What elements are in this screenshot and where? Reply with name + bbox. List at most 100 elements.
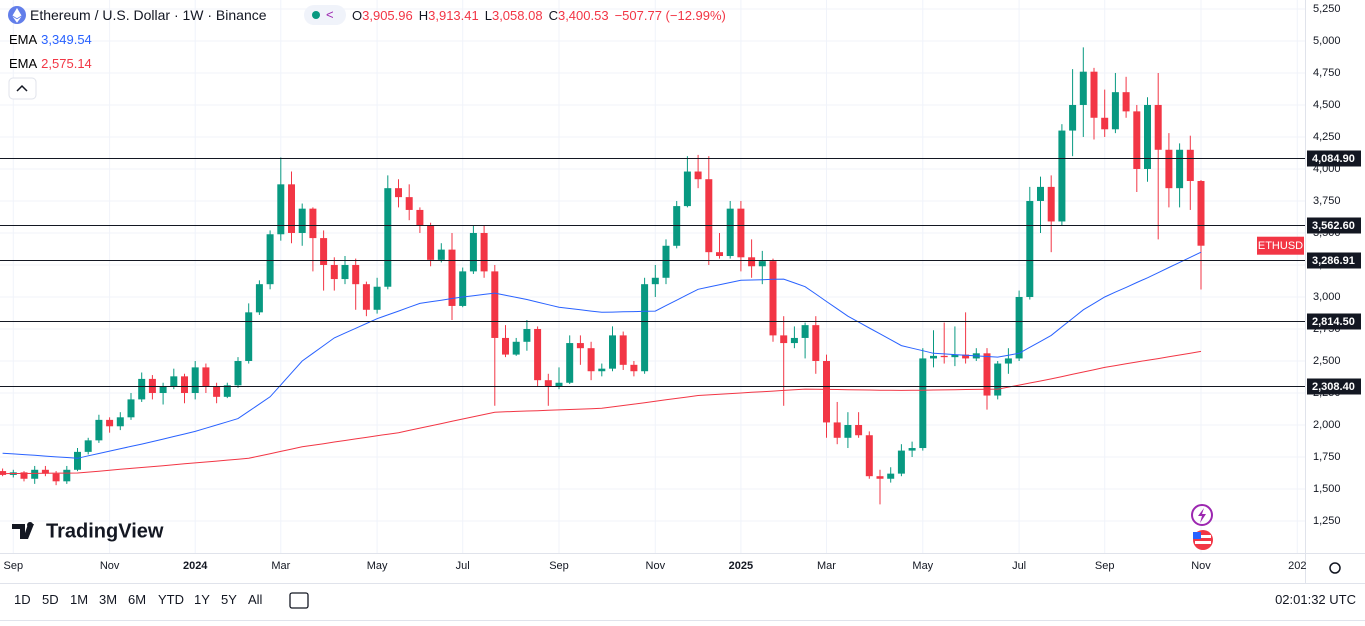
candle-body	[566, 343, 574, 383]
candle-body	[84, 440, 92, 452]
candle-body	[1133, 111, 1141, 169]
level-label-box	[1307, 150, 1361, 167]
candle-body	[266, 234, 274, 285]
candle-body	[651, 277, 659, 285]
x-tick-label: Mar	[271, 560, 290, 572]
candle-body	[469, 232, 477, 272]
candle-body	[95, 419, 103, 441]
collapse-chevron	[16, 84, 28, 92]
range-button[interactable]: YTD	[158, 592, 184, 607]
level-label: 4,084.90	[1312, 153, 1355, 165]
logo-text: TradingView	[46, 520, 164, 542]
x-tick-label: May	[367, 560, 388, 572]
flag-stripe	[1195, 541, 1211, 544]
candle-body	[255, 284, 263, 313]
ohlc-key: O	[352, 8, 363, 23]
candle-body	[1037, 186, 1044, 201]
candle-body	[587, 348, 595, 372]
range-button[interactable]: 1D	[14, 592, 31, 607]
candle-body	[683, 171, 691, 207]
logo: TradingView	[12, 520, 164, 542]
candle-body	[448, 249, 456, 306]
status-pill[interactable]	[304, 5, 346, 25]
x-tick-label: 2025	[729, 560, 753, 572]
y-tick-label: 3,750	[1313, 195, 1341, 207]
level-label: 2,814.50	[1312, 316, 1355, 328]
candle-body	[1079, 71, 1087, 105]
candle-body	[598, 368, 606, 372]
candle-body	[106, 419, 114, 427]
candle-body	[1186, 149, 1194, 182]
candle-body	[897, 450, 905, 474]
ema-value: 3,349.54	[41, 32, 92, 47]
candle-body	[181, 376, 188, 393]
ohlc-value: 3,913.41	[428, 8, 479, 23]
y-tick-label: 1,250	[1313, 515, 1341, 527]
collapse-button-box[interactable]	[8, 77, 37, 100]
ema-name: EMA	[9, 56, 38, 71]
candle-body	[1069, 104, 1077, 131]
level-label: 3,286.91	[1312, 255, 1355, 267]
y-tick-label: 4,500	[1313, 99, 1341, 111]
candle-body	[512, 341, 520, 355]
candle-body	[213, 386, 221, 397]
candle-body	[330, 264, 338, 280]
candle-body	[940, 355, 948, 358]
plot	[0, 47, 1305, 505]
candle-body	[833, 422, 841, 438]
range-button[interactable]: 3M	[99, 592, 118, 607]
ema-legend: EMA 2,575.14	[9, 56, 92, 71]
candle-body	[769, 261, 777, 336]
candle-body	[437, 249, 445, 260]
candle-body	[405, 197, 413, 210]
range-button[interactable]: 5Y	[221, 592, 237, 607]
lightning-icon[interactable]	[1191, 504, 1213, 526]
candle-body	[844, 424, 852, 438]
lightning-glyph	[1198, 508, 1206, 523]
candle-body	[170, 376, 178, 387]
candle-body	[288, 184, 295, 233]
y-tick-label: 4,250	[1313, 131, 1341, 143]
level-label-box	[1307, 378, 1361, 395]
x-tick-label: Jul	[1012, 560, 1026, 572]
candle-body	[1111, 92, 1119, 130]
ema-name: EMA	[9, 32, 38, 47]
range-button[interactable]: 1M	[70, 592, 89, 607]
candle-body	[320, 238, 328, 265]
x-tick-label: Sep	[4, 560, 24, 572]
candle-body	[341, 264, 349, 280]
ohlc-value: 3,400.53	[557, 8, 609, 23]
x-tick-label: Nov	[1191, 560, 1211, 572]
share-icon[interactable]: <	[326, 7, 334, 22]
candle-body	[619, 335, 627, 365]
candle-body	[309, 208, 317, 239]
candle-body	[502, 337, 509, 355]
x-tick-label: Mar	[817, 560, 836, 572]
candle-body	[491, 271, 499, 338]
ema-line	[2, 350, 1202, 475]
candle-body	[876, 476, 884, 479]
range-button[interactable]: 5D	[42, 592, 59, 607]
y-tick-label: 4,750	[1313, 67, 1341, 79]
candle-body	[191, 367, 199, 393]
range-button[interactable]: All	[248, 592, 263, 607]
candle-body	[790, 337, 798, 344]
range-button[interactable]: 6M	[128, 592, 147, 607]
range-button[interactable]: 1Y	[194, 592, 210, 607]
settings-icon[interactable]	[1329, 562, 1341, 574]
y-tick-label: 2,500	[1313, 355, 1341, 367]
ohlc-key: H	[418, 8, 429, 23]
level-label-box	[1307, 217, 1361, 234]
candle-body	[726, 208, 734, 257]
ema-line	[2, 251, 1202, 459]
icons	[289, 504, 1341, 609]
candle-body	[63, 469, 71, 482]
ohlc-value: 3,058.08	[491, 8, 543, 23]
candle-body	[855, 424, 863, 436]
y-tick-label: 5,250	[1313, 3, 1341, 15]
candle-body	[780, 335, 788, 344]
candle-body	[576, 343, 584, 349]
collapse-button[interactable]	[8, 77, 37, 100]
calendar-icon[interactable]	[289, 592, 309, 609]
